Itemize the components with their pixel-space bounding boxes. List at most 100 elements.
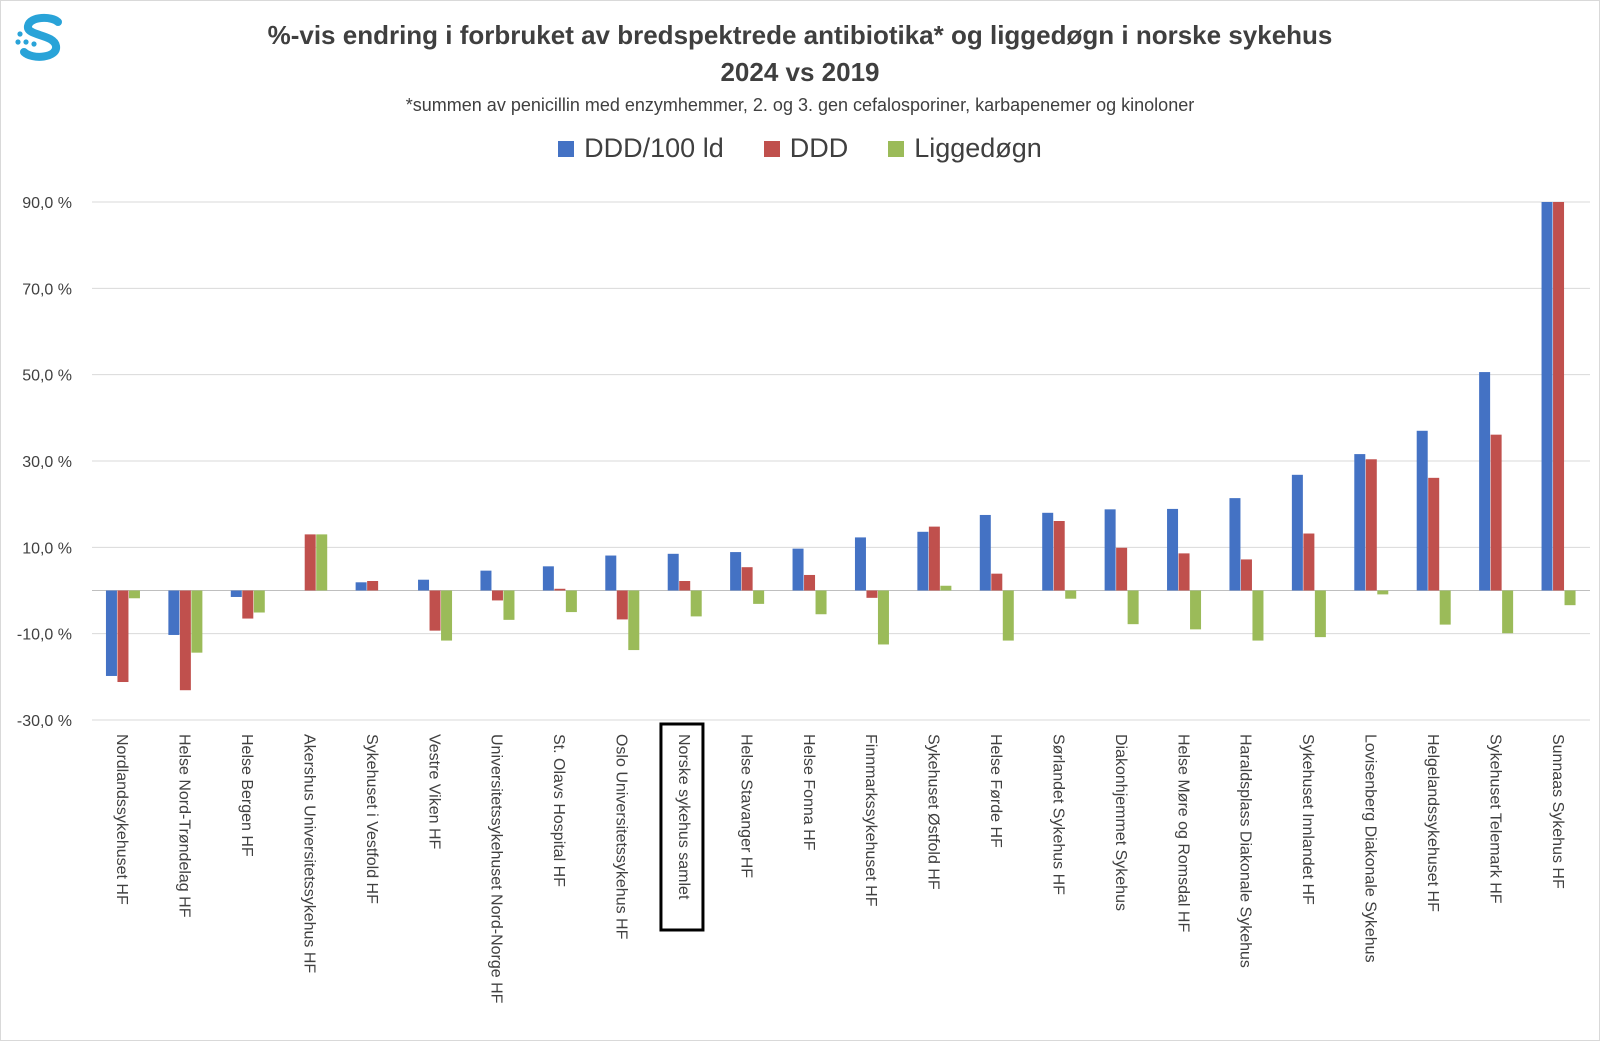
legend-swatch-liggedogn bbox=[888, 140, 905, 157]
x-tick-label: Helse Nord-Trøndelag HF bbox=[176, 734, 193, 918]
x-tick-label: St. Olavs Hospital HF bbox=[550, 734, 567, 887]
letter-s-logo-icon bbox=[15, 13, 62, 61]
bar-liggedogn bbox=[1190, 590, 1202, 630]
bar-ddd-per-100 bbox=[418, 579, 430, 591]
bar-liggedogn bbox=[503, 590, 515, 620]
bar-ddd-per-100 bbox=[1229, 498, 1241, 591]
bar-liggedogn bbox=[1127, 590, 1139, 625]
bar-ddd bbox=[991, 573, 1003, 591]
y-tick-label: 70,0 % bbox=[22, 281, 72, 298]
x-tick-label: Sykehuset Østfold HF bbox=[925, 734, 942, 890]
x-tick-label: Helse Stavanger HF bbox=[737, 734, 754, 878]
bar-ddd bbox=[1240, 559, 1252, 591]
x-tick-label: Lovisenberg Diakonale Sykehus bbox=[1362, 734, 1379, 963]
x-tick-label: Haraldsplass Diakonale Sykehus bbox=[1237, 734, 1254, 968]
x-tick-label: Sykehuset Innlandet HF bbox=[1299, 734, 1316, 905]
bar-ddd bbox=[491, 590, 503, 601]
x-tick-label: Helse Bergen HF bbox=[238, 734, 255, 857]
bar-ddd-per-100 bbox=[1479, 372, 1491, 591]
bar-ddd-per-100 bbox=[1416, 430, 1428, 591]
x-tick-label: Norske sykehus samlet bbox=[675, 734, 692, 900]
legend-label-ddd: DDD bbox=[789, 133, 849, 163]
y-tick-label: 10,0 % bbox=[22, 540, 72, 557]
bar-ddd-per-100 bbox=[1291, 474, 1303, 591]
bar-ddd bbox=[117, 590, 129, 683]
bar-liggedogn bbox=[1002, 590, 1014, 641]
bar-ddd-per-100 bbox=[1104, 509, 1116, 591]
x-tick-label: Sunnaas Sykehus HF bbox=[1549, 734, 1566, 889]
bar-ddd bbox=[1490, 434, 1502, 591]
y-tick-label: 90,0 % bbox=[22, 195, 72, 212]
bar-ddd-per-100 bbox=[979, 514, 991, 591]
bar-ddd-per-100 bbox=[168, 590, 180, 635]
bar-ddd bbox=[179, 590, 191, 691]
x-tick-label: Helse Møre og Romsdal HF bbox=[1174, 734, 1191, 933]
x-tick-label: Oslo Universitetssykehus HF bbox=[613, 734, 630, 940]
y-tick-label: -30,0 % bbox=[17, 713, 72, 730]
bar-ddd-per-100 bbox=[1167, 508, 1179, 591]
bar-liggedogn bbox=[441, 590, 453, 641]
bar-liggedogn bbox=[565, 590, 577, 613]
bar-liggedogn bbox=[1377, 590, 1389, 595]
x-tick-label: Sykehuset Telemark HF bbox=[1486, 734, 1503, 904]
bar-ddd-per-100 bbox=[542, 566, 554, 591]
bar-ddd bbox=[1365, 459, 1377, 591]
y-tick-label: 50,0 % bbox=[22, 368, 72, 385]
bar-ddd-per-100 bbox=[730, 552, 742, 591]
bar-ddd-per-100 bbox=[854, 537, 866, 591]
bar-liggedogn bbox=[1252, 590, 1264, 641]
x-tick-label: Helse Førde HF bbox=[987, 734, 1004, 848]
bar-ddd-per-100 bbox=[667, 553, 679, 591]
x-tick-label: Akershus Universitetssykehus HF bbox=[300, 734, 317, 973]
bar-liggedogn bbox=[877, 590, 889, 645]
bar-liggedogn bbox=[316, 534, 328, 591]
bar-liggedogn bbox=[1564, 590, 1576, 606]
x-tick-label: Helgelandssykehuset HF bbox=[1424, 734, 1441, 912]
bar-ddd bbox=[616, 590, 628, 620]
bar-ddd bbox=[1053, 521, 1065, 591]
bar-liggedogn bbox=[1502, 590, 1514, 634]
bar-ddd bbox=[1116, 547, 1128, 591]
bar-ddd bbox=[1553, 202, 1565, 591]
bar-ddd-per-100 bbox=[230, 590, 242, 597]
bar-ddd bbox=[367, 581, 379, 591]
bar-liggedogn bbox=[253, 590, 265, 613]
bar-ddd bbox=[304, 534, 316, 591]
bar-ddd-per-100 bbox=[1354, 454, 1366, 591]
legend-swatch-ddd bbox=[763, 140, 780, 157]
bar-ddd bbox=[804, 574, 816, 591]
legend-swatch-ddd-per-100 bbox=[558, 140, 575, 157]
legend-item-ddd: DDD bbox=[763, 133, 849, 164]
x-tick-label: Finnmarkssykehuset HF bbox=[862, 734, 879, 907]
bar-ddd-per-100 bbox=[1042, 512, 1054, 591]
bar-liggedogn bbox=[1314, 590, 1326, 638]
chart-title-line2: 2024 vs 2019 bbox=[720, 57, 880, 87]
bar-ddd-per-100 bbox=[355, 582, 367, 591]
bar-liggedogn bbox=[1439, 590, 1451, 625]
bar-ddd-per-100 bbox=[105, 590, 117, 676]
bar-ddd bbox=[679, 581, 691, 591]
x-tick-label: Sykehuset i Vestfold HF bbox=[363, 734, 380, 904]
bar-ddd-per-100 bbox=[1541, 202, 1553, 591]
bar-liggedogn bbox=[628, 590, 640, 651]
bar-ddd bbox=[1178, 553, 1190, 591]
x-tick-label: Nordlandssykehuset HF bbox=[113, 734, 130, 905]
bar-ddd bbox=[928, 526, 940, 591]
x-tick-label: Universitetssykehuset Nord-Norge HF bbox=[488, 734, 505, 1004]
bar-liggedogn bbox=[191, 590, 203, 653]
highlight-box bbox=[659, 722, 705, 932]
x-tick-label: Vestre Viken HF bbox=[425, 734, 442, 850]
bar-ddd-per-100 bbox=[480, 570, 492, 591]
bar-ddd-per-100 bbox=[917, 531, 929, 591]
legend-label-liggedogn: Liggedøgn bbox=[914, 133, 1042, 163]
bar-ddd bbox=[554, 588, 566, 591]
bar-ddd bbox=[1428, 477, 1440, 591]
bar-liggedogn bbox=[1065, 590, 1077, 599]
bar-ddd bbox=[741, 567, 753, 591]
bar-ddd bbox=[1303, 533, 1315, 591]
y-tick-label: 30,0 % bbox=[22, 454, 72, 471]
y-tick-label: -10,0 % bbox=[17, 627, 72, 644]
bar-ddd bbox=[242, 590, 254, 619]
legend-item-liggedogn: Liggedøgn bbox=[888, 133, 1042, 164]
x-tick-label: Diakonhjemmet Sykehus bbox=[1112, 734, 1129, 911]
